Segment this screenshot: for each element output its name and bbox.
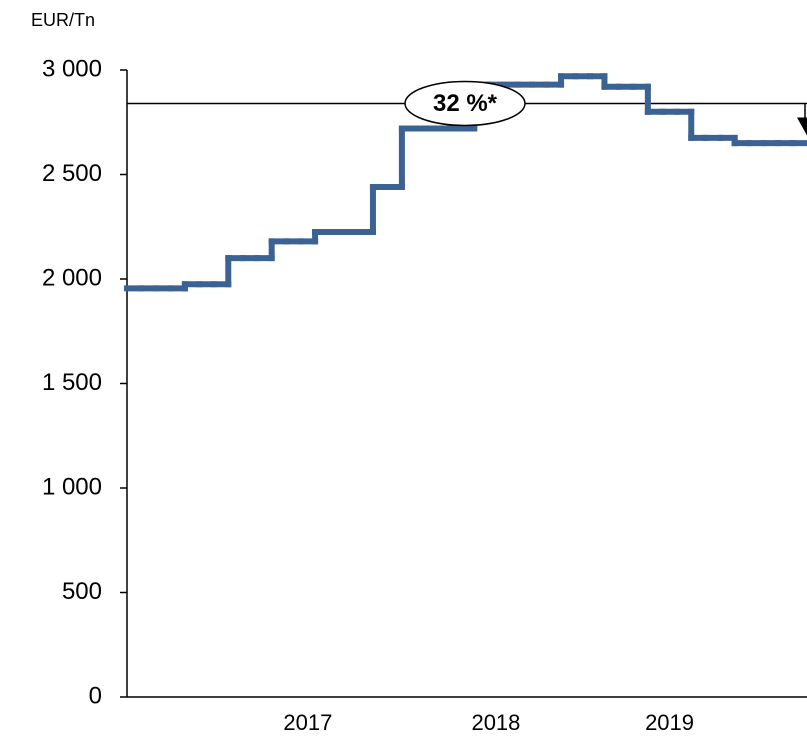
y-tick-label: 3 000: [42, 55, 102, 82]
x-tick-label: 2019: [645, 710, 694, 735]
annotation-arrow: [797, 117, 807, 136]
y-tick-label: 2 000: [42, 264, 102, 291]
x-tick-label: 2018: [471, 710, 520, 735]
annotation-text: 32 %*: [433, 90, 498, 117]
y-tick-label: 1 000: [42, 473, 102, 500]
y-tick-label: 2 500: [42, 160, 102, 187]
y-tick-label: 1 500: [42, 369, 102, 396]
annotation-bubble: [404, 80, 526, 127]
y-axis-label: EUR/Tn: [31, 10, 95, 30]
y-tick-label: 0: [89, 682, 102, 709]
x-tick-label: 2017: [283, 710, 332, 735]
y-tick-label: 500: [62, 578, 102, 605]
